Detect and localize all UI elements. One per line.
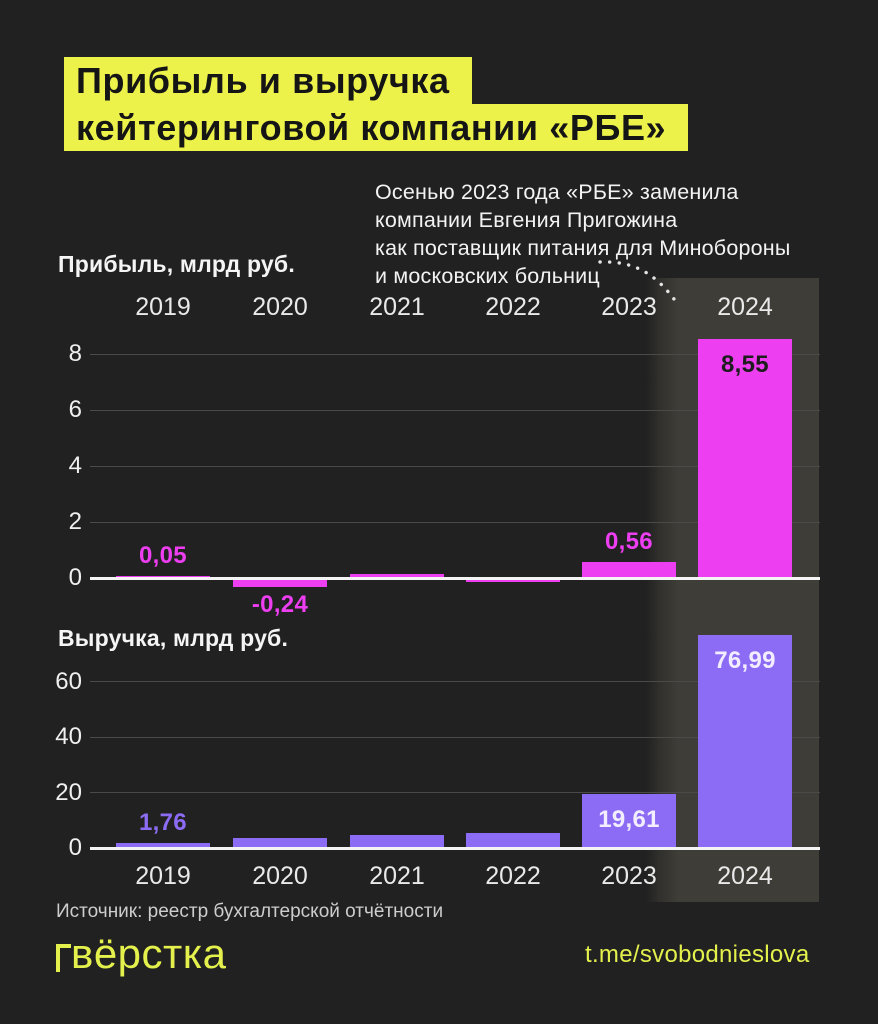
y-tick-label-0: 0 — [68, 564, 82, 591]
year-label-2022: 2022 — [485, 293, 541, 321]
y-tick-label-0: 0 — [68, 834, 82, 861]
year-label-2021: 2021 — [369, 862, 425, 890]
year-label-2021: 2021 — [369, 293, 425, 321]
annotation-line: как поставщик питания для Минобороны — [375, 236, 791, 260]
gridline-60 — [90, 681, 820, 683]
bar-2022 — [466, 832, 560, 848]
bar-2020 — [233, 580, 327, 587]
year-label-2024: 2024 — [717, 862, 773, 890]
year-label-2019: 2019 — [135, 862, 191, 890]
bar-value-label-2019: 1,76 — [139, 809, 187, 837]
annotation-line: компании Евгения Пригожина — [375, 208, 678, 232]
title-line-1: Прибыль и выручка — [64, 57, 472, 104]
bar-value-label-2024: 8,55 — [721, 350, 769, 378]
x-axis-line — [90, 847, 820, 850]
annotation-line: Осенью 2023 года «РБЕ» заменила — [375, 180, 739, 204]
bar-2021 — [350, 573, 444, 578]
x-axis-line — [90, 577, 820, 580]
bar-value-label-2023: 19,61 — [598, 805, 660, 833]
year-label-2024: 2024 — [717, 293, 773, 321]
y-tick-label-6: 6 — [68, 396, 82, 423]
verstka-logo: вёрстка — [56, 930, 226, 978]
verstka-logo-text: вёрстка — [71, 930, 227, 977]
profit-chart-title: Прибыль, млрд руб. — [58, 251, 295, 277]
gridline-6 — [90, 409, 820, 411]
bar-value-label-2024: 76,99 — [714, 646, 776, 674]
y-tick-label-4: 4 — [68, 452, 82, 479]
annotation-text: Осенью 2023 года «РБЕ» заменила компании… — [375, 178, 791, 290]
y-tick-label-20: 20 — [55, 778, 82, 806]
annotation-line: и московских больниц — [375, 264, 600, 288]
verstka-logo-mark-icon — [56, 944, 71, 972]
bar-2020 — [233, 838, 327, 848]
gridline-40 — [90, 736, 820, 738]
year-label-2023: 2023 — [601, 862, 657, 890]
gridline-2 — [90, 521, 820, 523]
gridline-4 — [90, 465, 820, 467]
y-tick-label-8: 8 — [68, 340, 82, 367]
year-label-2019: 2019 — [135, 293, 191, 321]
source-note: Источник: реестр бухгалтерской отчётност… — [56, 901, 444, 922]
poster-title: Прибыль и выручка кейтеринговой компании… — [64, 57, 689, 151]
year-label-2022: 2022 — [485, 862, 541, 890]
y-tick-label-2: 2 — [68, 508, 82, 535]
bar-2024 — [698, 338, 792, 578]
title-line-2: кейтеринговой компании «РБЕ» — [64, 104, 689, 151]
gridline-8 — [90, 353, 820, 355]
y-tick-label-60: 60 — [55, 667, 82, 695]
year-label-2020: 2020 — [252, 293, 308, 321]
bar-2019 — [116, 843, 210, 848]
year-label-2023: 2023 — [601, 293, 657, 321]
y-tick-label-40: 40 — [55, 723, 82, 751]
year-label-2020: 2020 — [252, 862, 308, 890]
gridline-20 — [90, 792, 820, 794]
bar-2023 — [582, 793, 676, 848]
bar-2023 — [582, 562, 676, 578]
bar-value-label-2023: 0,56 — [605, 528, 653, 556]
bar-2021 — [350, 834, 444, 848]
bar-2022 — [466, 580, 560, 582]
telegram-link[interactable]: t.me/svobodnieslova — [585, 941, 810, 968]
bar-value-label-2019: 0,05 — [139, 542, 187, 569]
revenue-chart-title: Выручка, млрд руб. — [58, 625, 289, 651]
bar-2024 — [698, 634, 792, 848]
bar-value-label-2020: -0,24 — [251, 590, 309, 618]
